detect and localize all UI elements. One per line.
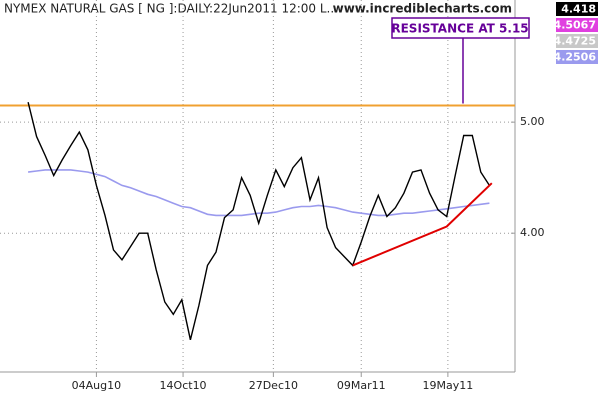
series-line: [27, 102, 490, 340]
series-line: [27, 169, 490, 217]
value-tag-label: 4.418: [561, 3, 596, 16]
trendline: [352, 182, 493, 267]
source: www.incrediblecharts.com: [333, 2, 512, 16]
y-tick-label: 5.00: [520, 115, 545, 128]
value-tag: [556, 2, 598, 16]
annotation-text: RESISTANCE AT 5.15: [391, 22, 528, 36]
value-tag: [556, 18, 598, 32]
value-tag: [556, 34, 598, 48]
x-tick-label: 14Oct10: [160, 379, 207, 392]
value-tag-label: 4.2506: [554, 51, 597, 64]
x-tick-label: 04Aug10: [72, 379, 121, 392]
value-tag: [556, 50, 598, 64]
x-tick-label: 19May11: [423, 379, 474, 392]
value-tag-label: 4.4725: [554, 35, 596, 48]
x-tick-label: 27Dec10: [249, 379, 298, 392]
annotation-box: [391, 17, 530, 39]
x-tick-label: 09Mar11: [337, 379, 386, 392]
value-tag-label: 4.5067: [554, 19, 596, 32]
chart-title: NYMEX NATURAL GAS [ NG ]:DAILY:22Jun2011…: [4, 2, 338, 16]
y-tick-label: 4.00: [520, 226, 545, 239]
